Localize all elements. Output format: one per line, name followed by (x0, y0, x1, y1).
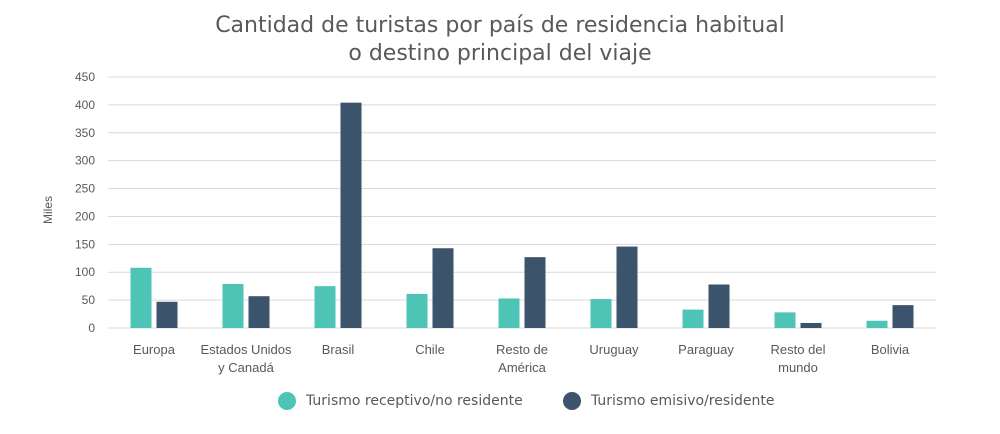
bar-emisivo (892, 305, 914, 328)
x-tick-label: Chile (415, 342, 445, 357)
legend-item-emisivo: Turismo emisivo/residente (563, 392, 775, 410)
bar-emisivo (616, 246, 638, 328)
bar-receptivo (590, 298, 612, 328)
legend-swatch-emisivo (563, 392, 581, 410)
legend-label-receptivo: Turismo receptivo/no residente (306, 393, 523, 409)
x-tick-label: Resto del mundo (771, 342, 826, 375)
y-tick-label: 100 (75, 265, 95, 279)
x-tick-label: Brasil (322, 342, 355, 357)
y-tick-label: 300 (75, 154, 95, 168)
y-tick-label: 400 (75, 98, 95, 112)
bar-emisivo (432, 248, 454, 328)
y-tick-label: 450 (75, 70, 95, 84)
x-tick-label: Estados Unidos y Canadá (200, 342, 292, 375)
bar-emisivo (800, 322, 822, 328)
x-tick-label: Resto de América (496, 342, 548, 375)
y-tick-label: 200 (75, 209, 95, 223)
chart-title-line-2: o destino principal del viaje (348, 41, 652, 66)
bar-receptivo (774, 312, 796, 328)
x-tick-label: Uruguay (589, 342, 639, 357)
y-tick-label: 50 (82, 293, 96, 307)
bar-receptivo (314, 286, 336, 328)
bar-receptivo (406, 293, 428, 328)
x-tick-label: Europa (133, 342, 176, 357)
chart-title: Cantidad de turistas por país de residen… (0, 12, 1000, 68)
x-tick-label: Bolivia (871, 342, 910, 357)
bar-emisivo (248, 296, 270, 328)
y-tick-label: 350 (75, 126, 95, 140)
y-axis-label: Miles (41, 196, 55, 224)
x-tick-label: Paraguay (678, 342, 734, 357)
legend-item-receptivo: Turismo receptivo/no residente (278, 392, 523, 410)
bar-emisivo (340, 102, 362, 328)
bar-receptivo (130, 267, 152, 328)
bar-receptivo (222, 283, 244, 328)
bar-receptivo (498, 298, 520, 328)
bar-emisivo (708, 284, 730, 328)
y-tick-label: 250 (75, 182, 95, 196)
legend-label-emisivo: Turismo emisivo/residente (591, 393, 775, 409)
bar-receptivo (682, 309, 704, 328)
legend-swatch-receptivo (278, 392, 296, 410)
legend: Turismo receptivo/no residente Turismo e… (0, 392, 1000, 414)
bar-emisivo (524, 257, 546, 328)
bar-emisivo (156, 301, 178, 328)
bar-receptivo (866, 320, 888, 328)
y-tick-label: 150 (75, 237, 95, 251)
y-tick-label: 0 (88, 321, 95, 335)
chart-title-line-1: Cantidad de turistas por país de residen… (215, 13, 785, 38)
